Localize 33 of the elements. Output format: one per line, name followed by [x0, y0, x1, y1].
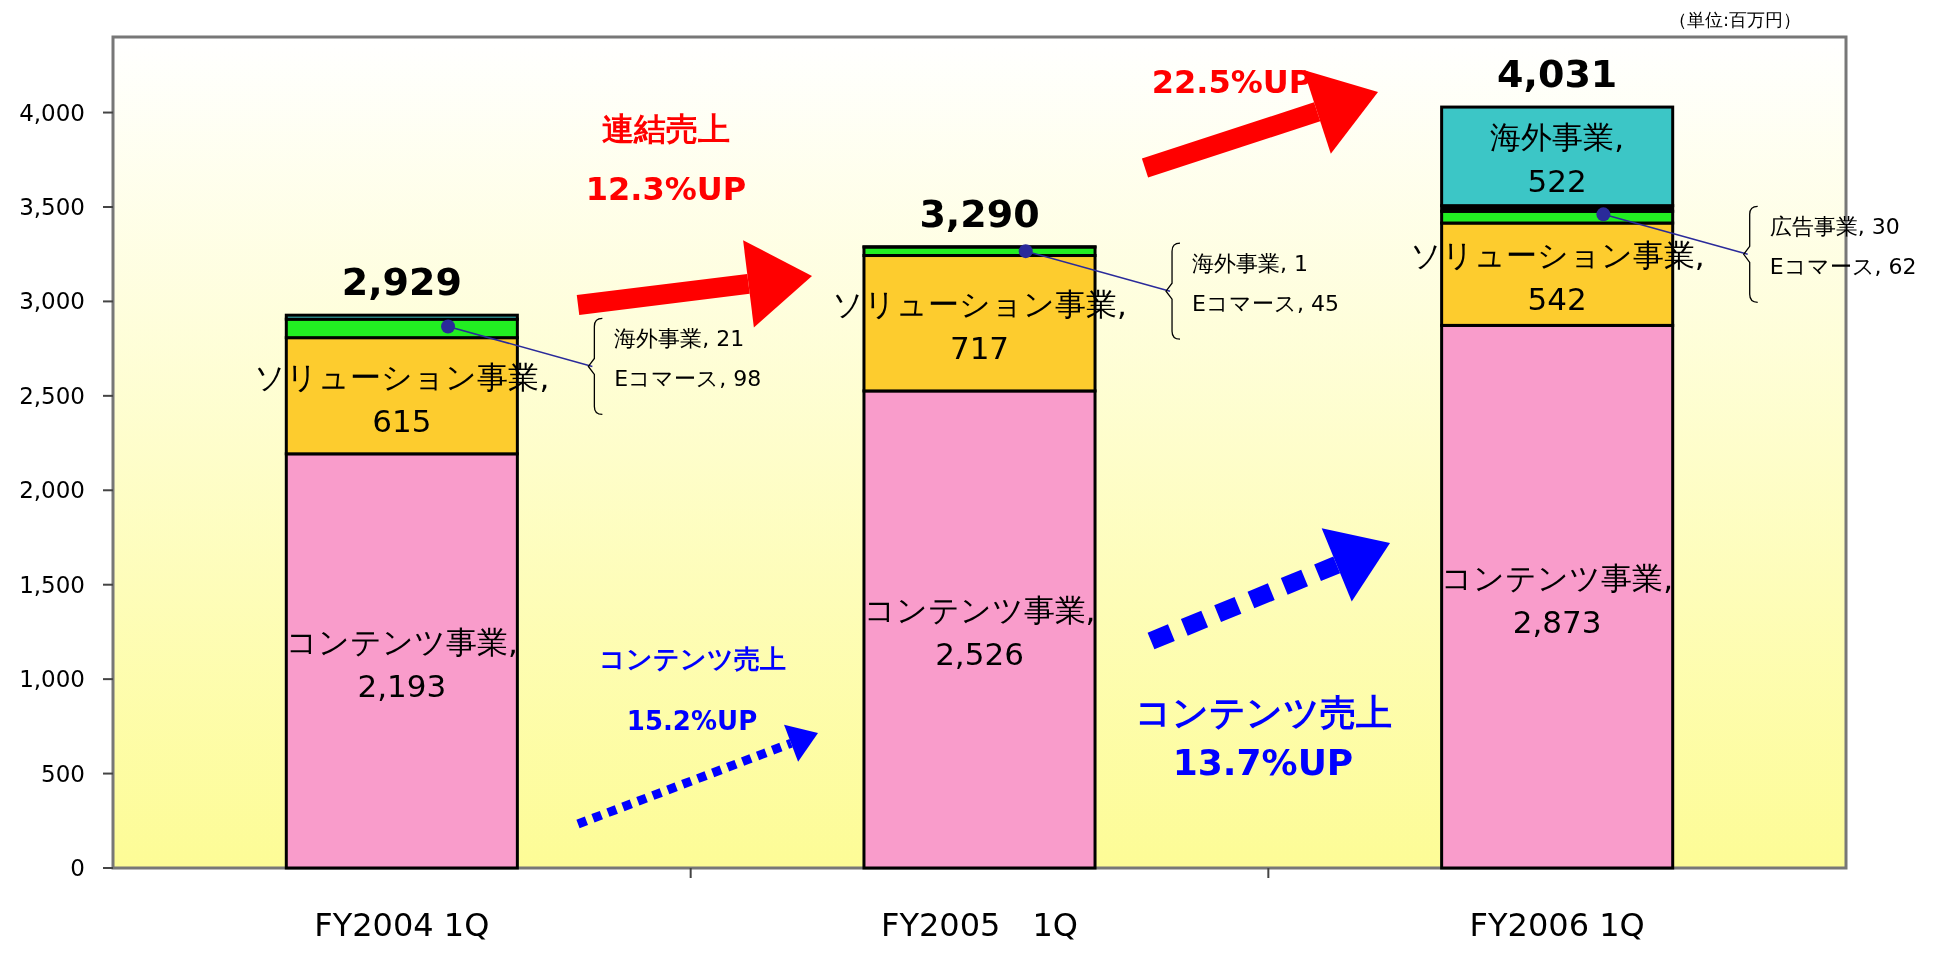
data-label: コンテンツ事業, 2,873 — [1441, 559, 1674, 640]
annotation: 連結売上 — [602, 110, 730, 148]
annotation: （単位:百万円） — [1668, 9, 1802, 30]
y-tick-label: 3,500 — [19, 193, 85, 220]
y-tick-label: 500 — [41, 760, 85, 787]
data-label: Eコマース, 45 — [1192, 291, 1339, 317]
x-tick-label: FY2006 1Q — [1469, 906, 1645, 944]
data-label: 広告事業, 30 — [1769, 214, 1900, 240]
x-tick-label: FY2004 1Q — [314, 906, 490, 944]
data-label: Eコマース, 62 — [1769, 254, 1917, 280]
x-tick-label: FY2005 1Q — [881, 906, 1078, 944]
total-label: 4,031 — [1497, 52, 1618, 97]
y-tick-label: 0 — [70, 855, 85, 881]
annotation: コンテンツ売上 — [1134, 692, 1392, 733]
y-tick-label: 4,000 — [19, 99, 85, 126]
annotation: コンテンツ売上 — [598, 644, 786, 674]
annotation: 22.5%UP — [1151, 63, 1313, 101]
data-label: コンテンツ事業, 2,526 — [863, 592, 1096, 673]
total-label: 2,929 — [341, 260, 462, 305]
data-label: 海外事業, 21 — [614, 326, 745, 352]
total-label: 3,290 — [919, 191, 1040, 236]
annotation: 13.7%UP — [1172, 742, 1354, 783]
y-tick-label: 3,000 — [19, 288, 85, 315]
y-tick-label: 2,500 — [19, 382, 85, 409]
data-label: Eコマース, 98 — [614, 366, 762, 392]
data-label: 海外事業, 522 — [1490, 119, 1625, 200]
data-label: 海外事業, 1 — [1192, 251, 1309, 277]
y-tick-label: 1,000 — [19, 666, 85, 693]
data-label: コンテンツ事業, 2,193 — [285, 623, 518, 704]
annotation: 12.3%UP — [585, 170, 747, 208]
annotation: 15.2%UP — [626, 706, 758, 736]
y-tick-label: 1,500 — [19, 571, 85, 598]
y-tick-label: 2,000 — [19, 477, 85, 504]
